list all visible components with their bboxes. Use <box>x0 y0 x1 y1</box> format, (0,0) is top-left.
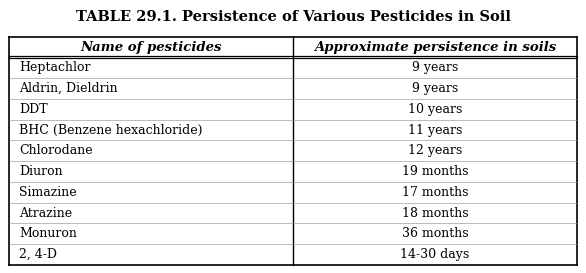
Text: 14-30 days: 14-30 days <box>400 248 470 261</box>
Text: 9 years: 9 years <box>412 61 458 75</box>
Text: Atrazine: Atrazine <box>19 206 73 219</box>
Text: 9 years: 9 years <box>412 82 458 95</box>
Text: 17 months: 17 months <box>402 186 468 199</box>
Text: 12 years: 12 years <box>408 144 462 157</box>
Text: DDT: DDT <box>19 103 48 116</box>
Text: 19 months: 19 months <box>402 165 468 178</box>
Text: BHC (Benzene hexachloride): BHC (Benzene hexachloride) <box>19 124 203 136</box>
Text: Simazine: Simazine <box>19 186 77 199</box>
Text: Diuron: Diuron <box>19 165 63 178</box>
Text: TABLE 29.1. Persistence of Various Pesticides in Soil: TABLE 29.1. Persistence of Various Pesti… <box>76 10 510 23</box>
Text: 2, 4-D: 2, 4-D <box>19 248 57 261</box>
Text: Monuron: Monuron <box>19 227 77 240</box>
Text: Approximate persistence in soils: Approximate persistence in soils <box>314 41 556 54</box>
Text: 10 years: 10 years <box>408 103 462 116</box>
Text: Aldrin, Dieldrin: Aldrin, Dieldrin <box>19 82 118 95</box>
Text: 18 months: 18 months <box>402 206 468 219</box>
Text: Heptachlor: Heptachlor <box>19 61 91 75</box>
Text: 11 years: 11 years <box>408 124 462 136</box>
Text: 36 months: 36 months <box>402 227 468 240</box>
Text: Name of pesticides: Name of pesticides <box>80 41 222 54</box>
Text: Chlorodane: Chlorodane <box>19 144 93 157</box>
